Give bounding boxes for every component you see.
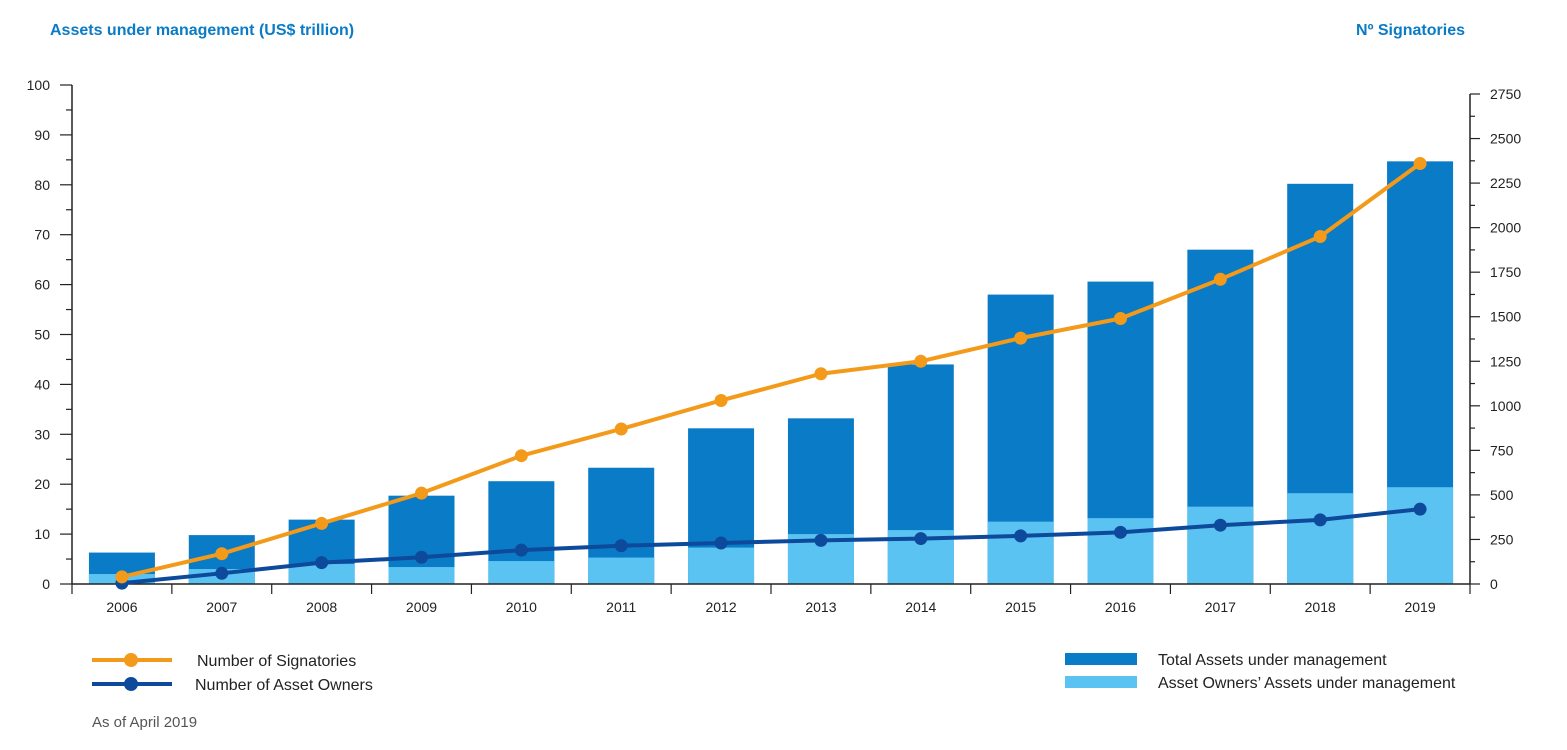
signatories-point <box>415 486 428 500</box>
signatories-line <box>121 161 1422 579</box>
right-tick-label: 0 <box>1490 576 1498 592</box>
x-tick-label: 2008 <box>306 599 337 615</box>
asset-owners-line <box>121 507 1421 586</box>
as-of-note: As of April 2019 <box>92 714 197 731</box>
x-tick-label: 2017 <box>1205 599 1236 615</box>
legend-bar-swatch <box>1065 653 1137 665</box>
asset-owners-aum-bar <box>288 564 355 584</box>
signatories-point <box>1313 230 1327 244</box>
x-tick-label: 2015 <box>1005 599 1036 615</box>
plot-area: 0102030405060708090100025050075010001250… <box>27 77 1522 615</box>
asset-owners-aum-bar <box>1387 487 1454 584</box>
x-tick-label: 2019 <box>1404 599 1435 615</box>
x-tick-label: 2007 <box>206 599 237 615</box>
asset-owners-point <box>1114 525 1127 539</box>
asset-owners-aum-bar <box>388 567 455 584</box>
signatories-point <box>814 367 828 381</box>
x-tick-label: 2006 <box>106 599 137 615</box>
signatories-point <box>1413 156 1427 170</box>
asset-owners-point <box>1213 518 1227 532</box>
signatories-point <box>215 547 229 561</box>
asset-owners-aum-bar <box>1287 493 1354 584</box>
left-tick-label: 10 <box>34 526 50 542</box>
right-axis-title: Nº Signatories <box>1356 22 1465 39</box>
asset-owners-point <box>215 566 229 580</box>
left-axis-title: Assets under management (US$ trillion) <box>50 22 354 39</box>
right-tick-label: 2500 <box>1490 131 1521 147</box>
signatories-point <box>714 393 728 407</box>
left-tick-label: 0 <box>42 576 50 592</box>
legend-label: Total Assets under management <box>1158 652 1387 669</box>
x-tick-label: 2012 <box>705 599 736 615</box>
asset-owners-point <box>614 539 628 553</box>
left-tick-label: 90 <box>34 127 50 143</box>
asset-owners-point <box>1313 513 1327 527</box>
signatories-point <box>1014 331 1028 345</box>
x-tick-label: 2013 <box>805 599 836 615</box>
asset-owners-aum-bar <box>588 557 655 584</box>
asset-owners-point <box>914 532 928 546</box>
legend-label: Asset Owners’ Assets under management <box>1158 675 1456 692</box>
x-tick-label: 2009 <box>406 599 437 615</box>
asset-owners-aum-bar <box>488 561 555 584</box>
legend-label: Number of Asset Owners <box>195 677 373 694</box>
signatories-point <box>1114 312 1127 326</box>
signatories-point <box>115 570 129 584</box>
x-tick-label: 2011 <box>606 599 636 615</box>
asset-owners-point <box>415 550 428 564</box>
legend-dot-swatch <box>124 653 138 667</box>
right-tick-label: 750 <box>1490 442 1514 458</box>
x-tick-label: 2010 <box>506 599 537 615</box>
asset-owners-aum-bar <box>1187 506 1254 584</box>
asset-owners-point <box>1014 529 1028 543</box>
asset-owners-point <box>814 533 828 547</box>
left-tick-label: 20 <box>34 476 50 492</box>
left-tick-label: 80 <box>34 177 50 193</box>
right-tick-label: 2250 <box>1490 175 1521 191</box>
legend-label: Number of Signatories <box>197 653 356 670</box>
x-tick-label: 2014 <box>905 599 936 615</box>
right-tick-label: 1000 <box>1490 398 1521 414</box>
signatories-point <box>1213 272 1227 286</box>
left-tick-label: 30 <box>34 426 50 442</box>
signatories-point <box>914 354 928 368</box>
signatories-point <box>514 449 528 463</box>
left-tick-label: 50 <box>34 327 50 343</box>
legend: Number of Signatories Number of Asset Own… <box>92 652 1456 694</box>
x-tick-label: 2016 <box>1105 599 1136 615</box>
left-tick-label: 100 <box>27 77 51 93</box>
x-tick-label: 2018 <box>1305 599 1336 615</box>
asset-owners-point <box>1413 502 1427 516</box>
asset-owners-point <box>714 536 728 550</box>
left-tick-label: 40 <box>34 376 50 392</box>
signatories-point <box>614 422 628 436</box>
legend-dot-swatch <box>124 677 138 691</box>
right-tick-label: 1500 <box>1490 309 1521 325</box>
right-tick-label: 1250 <box>1490 353 1521 369</box>
asset-owners-point <box>315 556 329 570</box>
right-tick-label: 2750 <box>1490 86 1521 102</box>
left-tick-label: 70 <box>34 227 50 243</box>
left-tick-label: 60 <box>34 277 50 293</box>
asset-owners-aum-bar <box>688 547 755 584</box>
asset-owners-point <box>514 543 528 557</box>
right-tick-label: 250 <box>1490 531 1514 547</box>
right-tick-label: 1750 <box>1490 264 1521 280</box>
right-tick-label: 500 <box>1490 487 1514 503</box>
legend-bar-swatch <box>1065 676 1137 688</box>
right-tick-label: 2000 <box>1490 220 1521 236</box>
signatories-point <box>315 516 329 530</box>
